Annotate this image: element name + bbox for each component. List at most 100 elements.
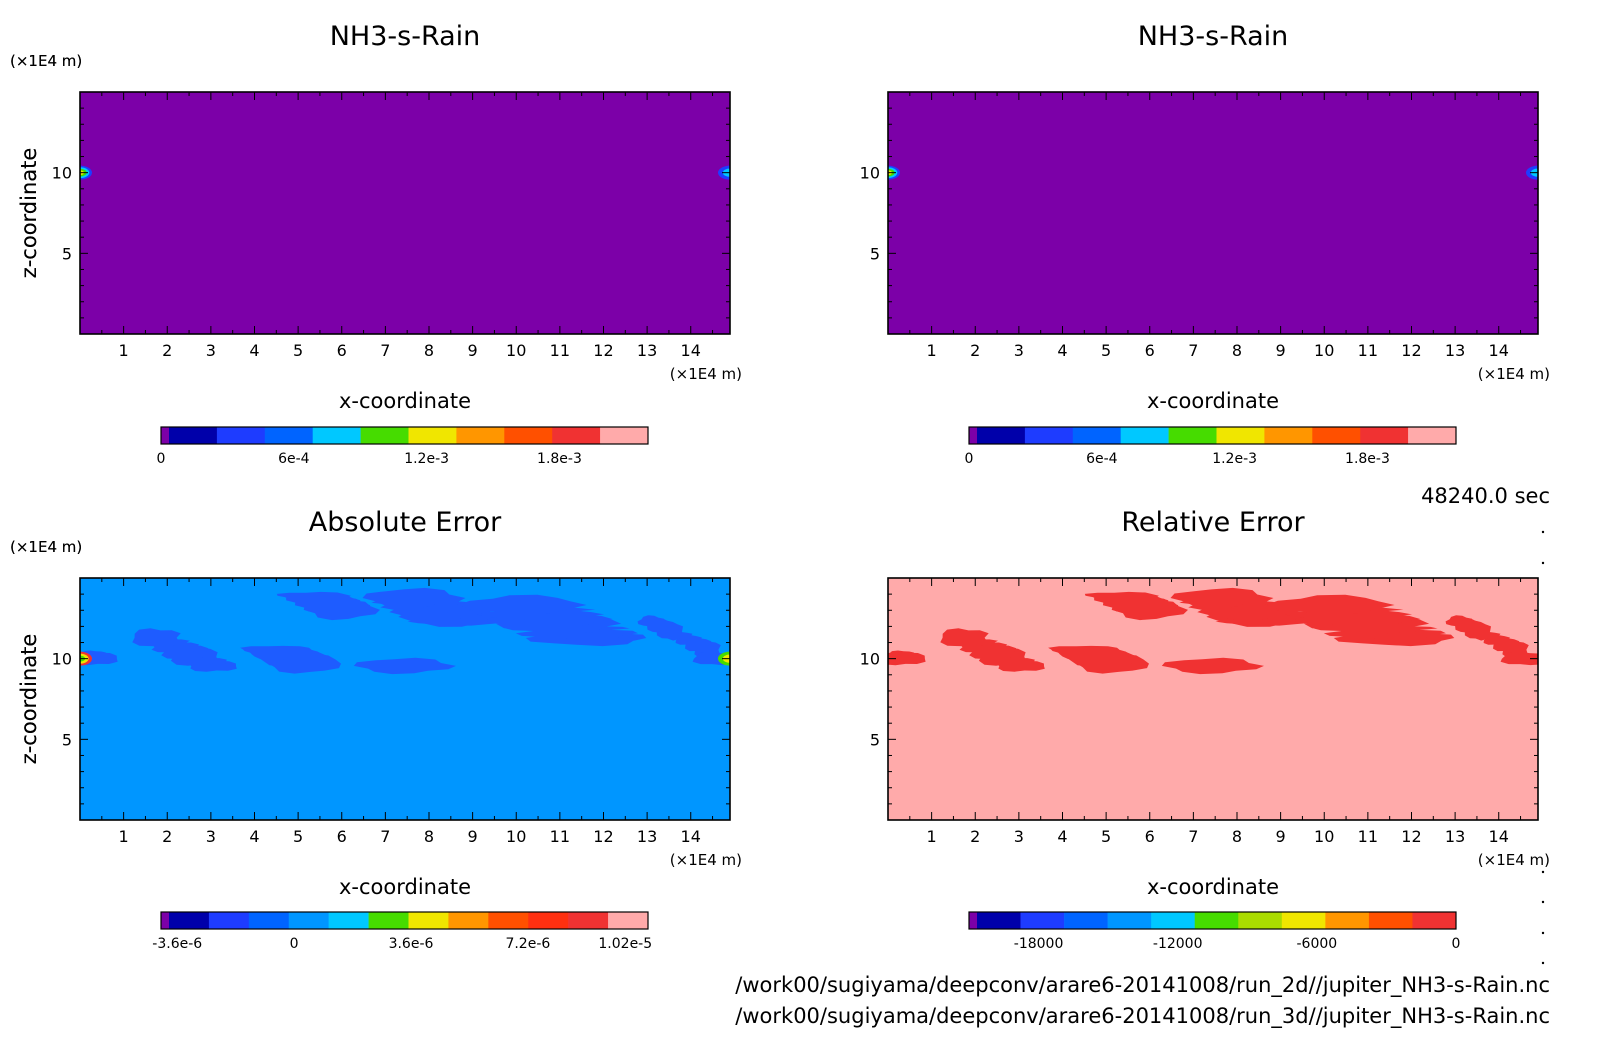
x-tick-label: 1 [927,341,937,360]
x-tick-label: 14 [681,341,701,360]
y-axis-label: z-coordinate [17,148,41,279]
plot-frame [79,91,731,335]
panel-title: Absolute Error [309,507,502,538]
x-tick-label: 7 [1188,341,1198,360]
colorbar-swatch [969,427,978,444]
colorbar-swatch [528,912,569,929]
x-unit-label: (×1E4 m) [670,365,742,383]
contour-field [888,92,1538,334]
colorbar-label: 1.02e-5 [598,936,652,952]
x-tick-label: 5 [1101,341,1111,360]
panel-bottom-left: Absolute Error(×1E4 m)1 2 3 4 5 6 7 8 9 10 11 12 13 1… [10,507,742,952]
x-tick-label: 14 [681,827,701,846]
dot-mark [1541,530,1545,534]
colorbar-swatch [1264,427,1313,444]
x-tick-label: 13 [637,827,657,846]
x-tick-label: 7 [380,827,390,846]
x-tick-label: 9 [1276,827,1286,846]
y-tick-label: 10 [860,164,880,183]
contour-patch [457,594,587,616]
colorbar-swatch [1312,427,1361,444]
colorbar-swatch [456,427,505,444]
colorbar-swatch [1194,912,1239,929]
x-tick-label: 4 [1057,827,1067,846]
y-tick-label: 10 [860,650,880,669]
colorbar-swatch [312,427,361,444]
y-unit-label: (×1E4 m) [10,52,82,70]
contour-patch [1445,615,1472,628]
x-tick-label: 13 [637,341,657,360]
colorbar-label: 3.6e-6 [389,936,434,952]
x-tick-label: 4 [249,827,259,846]
y-tick-label: 5 [870,730,880,749]
x-tick-label: 8 [1232,341,1242,360]
y-unit-label: (×1E4 m) [10,538,82,556]
contour-field [80,578,730,820]
x-tick-label: 5 [293,827,303,846]
x-unit-label: (×1E4 m) [670,851,742,869]
contour-patch [1265,594,1395,616]
y-tick-label: 5 [62,244,72,263]
x-tick-label: 6 [1145,827,1155,846]
x-tick-label: 12 [1401,341,1421,360]
x-tick-label: 5 [293,341,303,360]
plot-frame [79,577,731,821]
dot-marks [1541,530,1545,965]
contour-patch [1170,587,1274,609]
colorbar-label: -3.6e-6 [152,936,202,952]
y-unit-label: (×1E4 m) [10,52,82,70]
contour-field [888,578,1538,820]
panel-top-left: NH3-s-Rain(×1E4 m)1 2 3 4 5 6 7 8 9 10 11 12 13 14510… [10,21,742,467]
x-tick-label: 3 [1014,341,1024,360]
contour-patch [240,645,312,654]
contour-patch [888,652,926,666]
panel-title: NH3-s-Rain [330,21,481,52]
y-tick-label: 10 [52,650,72,669]
plot-frame [887,577,1539,821]
field-background [80,92,730,334]
colorbar-swatch [1024,427,1074,444]
colorbar-label: -18000 [1014,936,1064,952]
colorbar-swatch [552,427,601,444]
colorbar: -3.6e-6 0 3.6e-6 7.2e-6 1.02e-5 [152,911,652,952]
colorbar-swatch [169,427,218,444]
x-tick-label: 3 [1014,827,1024,846]
dot-mark [1541,870,1545,874]
colorbar-swatch [608,912,649,929]
x-tick-label: 9 [468,827,478,846]
x-tick-label: 6 [1145,341,1155,360]
field-background [888,92,1538,334]
x-tick-label: 2 [162,827,172,846]
colorbar-swatch [488,912,529,929]
x-tick-label: 2 [970,341,980,360]
colorbar-swatch [977,427,1026,444]
colorbar-label: 0 [965,451,974,467]
y-axis-label: z-coordinate [17,148,41,279]
x-axis-label: x-coordinate [339,389,471,413]
dot-mark [1541,931,1545,935]
colorbar-frame [160,911,649,930]
colorbar-swatch [169,912,210,929]
x-tick-label: 7 [380,341,390,360]
y-unit-label: (×1E4 m) [10,538,82,556]
x-tick-label: 2 [162,341,172,360]
x-tick-label: 10 [1314,341,1334,360]
x-tick-label: 12 [593,827,613,846]
x-tick-label: 10 [506,827,526,846]
colorbar-swatch [1360,427,1409,444]
contour-patch [276,591,351,600]
colorbar-swatch [408,912,449,929]
x-tick-label: 14 [1489,827,1509,846]
x-axis-label: x-coordinate [339,875,471,899]
contour-patch [1161,657,1264,675]
colorbar-label: 1.2e-3 [404,451,449,467]
x-tick-label: 11 [550,341,570,360]
colorbar-swatch [448,912,489,929]
x-unit-label: (×1E4 m) [1478,851,1550,869]
colorbar-label: 6e-4 [278,451,310,467]
file-path-3d: /work00/sugiyama/deepconv/arare6-2014100… [735,1004,1550,1029]
colorbar-label: 1.8e-3 [1345,451,1390,467]
colorbar-label: -12000 [1153,936,1203,952]
panel-top-right: NH3-s-Rain(×1E4 m)1 2 3 4 5 6 7 8 9 10 11 12 13 14510… [10,21,1550,467]
x-axis-label: x-coordinate [1147,389,1279,413]
